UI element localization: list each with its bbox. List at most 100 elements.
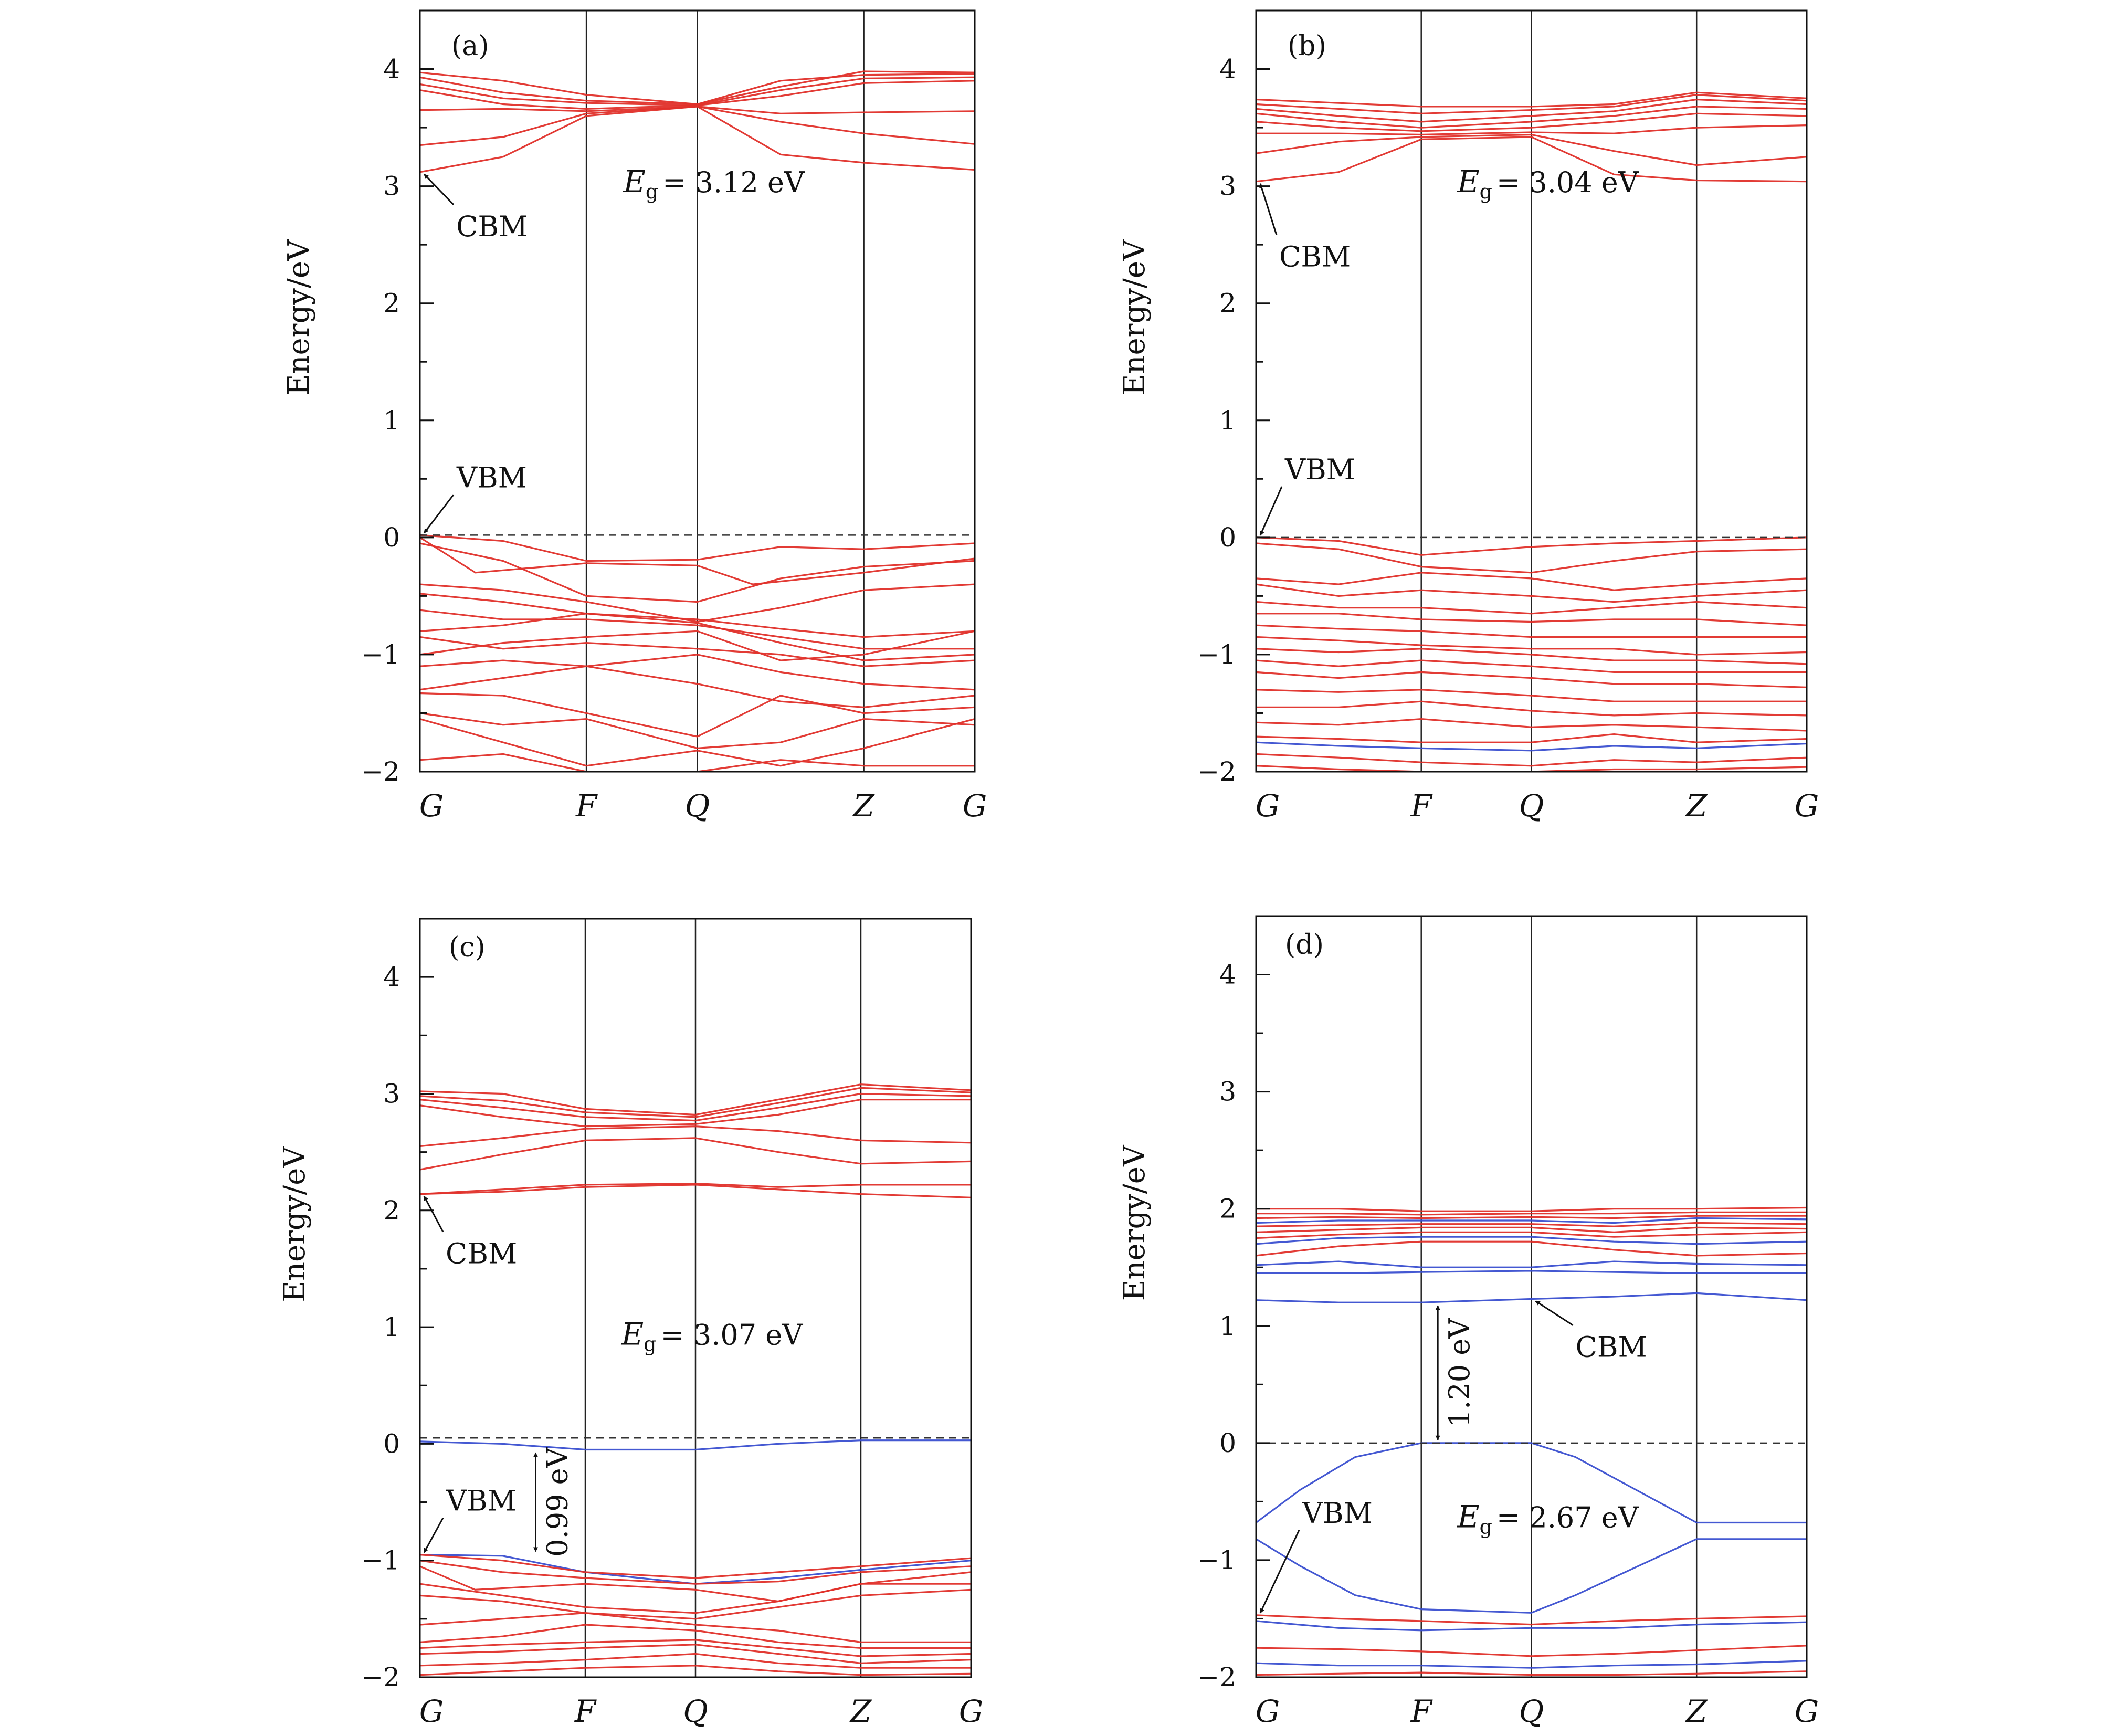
cbm-arrow — [1259, 183, 1278, 236]
band-gap-value: = 2.67 eV — [1496, 1501, 1639, 1534]
y-tick-label: 1 — [1219, 405, 1236, 436]
energy-band-19 — [420, 712, 975, 750]
panel-b: −2 −1 0 1 2 3 4 Energy/eV G F Q Z G (b) Eg = 3.04 eV CBM… — [1118, 9, 1819, 824]
energy-band-17 — [1256, 659, 1807, 674]
kpoint-label-G: G — [963, 788, 987, 824]
plot-frame — [1255, 915, 1808, 1678]
energy-band-6 — [1256, 133, 1807, 166]
energy-band-3 — [420, 80, 975, 110]
energy-band-10 — [420, 583, 975, 623]
energy-band-20 — [420, 1665, 971, 1676]
y-axis-label: Energy/eV — [282, 239, 316, 395]
energy-band-11 — [420, 593, 975, 638]
band-gap-label: Eg = 3.07 eV — [621, 1316, 803, 1355]
kpoint-label-G: G — [1795, 1693, 1819, 1729]
energy-band-16 — [1256, 648, 1807, 665]
energy-band-2 — [1256, 1215, 1807, 1219]
y-tick-label: 0 — [1219, 522, 1236, 553]
energy-band-3 — [1256, 106, 1807, 129]
y-tick-label: 1 — [1219, 1311, 1236, 1341]
energy-band-15 — [420, 1612, 971, 1643]
energy-band-14 — [420, 1588, 971, 1620]
band-gap-label: Eg = 3.12 eV — [623, 164, 805, 203]
panel-d: −2 −1 0 1 2 3 4 Energy/eV G F Q Z G (d) Eg = 2.67 eV CBM… — [1118, 915, 1819, 1729]
cbm-arrow — [423, 173, 455, 205]
energy-band-25 — [1256, 765, 1807, 772]
band-gap-subscript: g — [1480, 1515, 1492, 1538]
y-axis-label: Energy/eV — [1118, 239, 1152, 395]
kpoint-label-F: F — [574, 1693, 597, 1729]
cbm-arrow — [1535, 1300, 1574, 1326]
y-tick-label: 3 — [1219, 1077, 1236, 1107]
energy-band-5 — [1256, 1226, 1807, 1233]
energy-band-6 — [1256, 1231, 1807, 1239]
energy-band-4 — [420, 1125, 971, 1148]
cbm-label: CBM — [1279, 240, 1351, 273]
kpoint-label-G: G — [1256, 1693, 1280, 1729]
kpoint-label-F: F — [1410, 1693, 1433, 1729]
y-tick-label: −1 — [1197, 1545, 1236, 1575]
energy-band-10 — [1256, 1270, 1807, 1274]
cbm-label: CBM — [1576, 1330, 1647, 1363]
kpoint-label-Z: Z — [852, 788, 875, 824]
y-tick-label: 4 — [1219, 54, 1236, 85]
panel-c: −2 −1 0 1 2 3 4 Energy/eV G F Q Z G (c) Eg = 3.07 eV CBM… — [278, 918, 983, 1729]
energy-band-16 — [420, 654, 975, 691]
band-gap-subscript: g — [1480, 180, 1492, 203]
energy-band-6 — [420, 106, 975, 173]
y-tick-label: 4 — [383, 962, 400, 992]
vbm-label: VBM — [1284, 453, 1355, 486]
energy-band-15 — [1256, 636, 1807, 656]
energy-band-8 — [420, 536, 975, 585]
band-gap-subscript: g — [644, 1332, 656, 1355]
kpoint-label-Z: Z — [849, 1693, 872, 1729]
energy-band-20 — [1256, 700, 1807, 717]
vbm-arrow — [1259, 486, 1283, 536]
energy-band-1 — [1256, 1211, 1807, 1216]
y-tick-label: 2 — [1219, 1194, 1236, 1224]
energy-band-2 — [420, 1092, 971, 1122]
vbm-label: VBM — [446, 1485, 517, 1518]
y-axis-label: Energy/eV — [278, 1146, 312, 1302]
energy-band-13 — [420, 1583, 971, 1614]
y-tick-label: 0 — [1219, 1428, 1236, 1458]
band-gap-label: Eg = 3.04 eV — [1457, 164, 1639, 203]
band-lines — [1256, 1206, 1807, 1676]
band-lines — [1256, 91, 1807, 772]
energy-band-13 — [1256, 613, 1807, 626]
panel-label: (b) — [1288, 30, 1326, 62]
y-tick-label: 3 — [1219, 171, 1236, 202]
energy-band-10 — [420, 1554, 971, 1579]
y-tick-label: 2 — [1219, 288, 1236, 319]
gap-double-arrow-label: 1.20 eV — [1443, 1318, 1476, 1427]
energy-band-4 — [1256, 1222, 1807, 1227]
vbm-label: VBM — [1302, 1497, 1373, 1530]
energy-band-15 — [420, 630, 975, 661]
energy-band-13 — [1256, 1538, 1807, 1614]
energy-band-9 — [1256, 1260, 1807, 1268]
energy-band-19 — [1256, 689, 1807, 702]
energy-band-14 — [420, 636, 975, 667]
energy-band-18 — [1256, 1670, 1807, 1676]
plot-frame — [419, 9, 976, 773]
band-gap-symbol: E — [1457, 164, 1479, 199]
energy-band-19 — [420, 1653, 971, 1669]
energy-band-18 — [1256, 671, 1807, 688]
energy-band-0 — [1256, 91, 1807, 108]
energy-band-7 — [420, 1184, 971, 1198]
y-tick-label: 2 — [383, 1195, 400, 1226]
kpoint-label-F: F — [575, 788, 598, 824]
vbm-label: VBM — [456, 461, 527, 494]
energy-band-3 — [420, 1099, 971, 1128]
energy-band-24 — [1256, 753, 1807, 767]
energy-band-8 — [420, 1439, 971, 1451]
band-gap-symbol: E — [623, 164, 645, 199]
energy-band-16 — [420, 1624, 971, 1649]
energy-band-21 — [1256, 718, 1807, 732]
y-tick-label: 0 — [383, 1428, 400, 1459]
energy-band-6 — [420, 1183, 971, 1195]
energy-band-11 — [420, 1560, 971, 1585]
plot-frame — [1255, 9, 1808, 773]
kpoint-label-G: G — [1256, 788, 1280, 824]
